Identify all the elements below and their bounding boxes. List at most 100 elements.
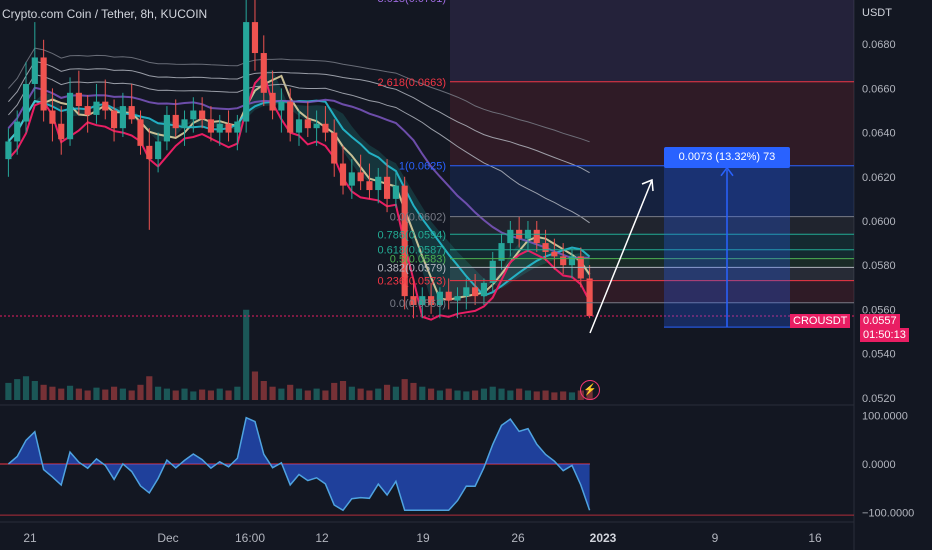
candle-body xyxy=(155,141,162,160)
candlestick-series xyxy=(0,0,854,319)
time-axis[interactable]: 21 Dec 16:00 12 19 26 2023 9 16 xyxy=(23,531,822,545)
lightning-icon[interactable]: ⚡ xyxy=(580,380,600,400)
candle-body xyxy=(322,123,329,133)
volume-bar xyxy=(445,388,452,400)
price-tick-label: 0.0660 xyxy=(862,83,896,95)
volume-bar xyxy=(489,386,496,400)
candle-body xyxy=(366,181,373,191)
volume-bar xyxy=(480,388,488,400)
volume-bar xyxy=(155,386,162,400)
volume-bar xyxy=(410,382,417,400)
price-tick-label: 0.0580 xyxy=(862,260,896,272)
candle-body xyxy=(207,119,215,133)
volume-bar xyxy=(22,376,30,400)
volume-bar xyxy=(516,388,523,400)
volume-bar xyxy=(560,391,567,400)
osc-tick-label: −100.0000 xyxy=(862,508,914,520)
price-tick-label: 0.0600 xyxy=(862,216,896,228)
candle-body xyxy=(199,110,206,120)
fib-zone xyxy=(450,267,854,281)
volume-bar xyxy=(428,388,435,400)
price-tick-label: 0.0620 xyxy=(862,172,896,184)
candle-body xyxy=(22,83,30,122)
candle-body xyxy=(454,296,461,301)
fib-zone xyxy=(450,249,854,259)
price-tick-label: 0.0640 xyxy=(862,128,896,140)
fib-level-label: 0.618(0.0587) xyxy=(378,245,447,257)
volume-bar xyxy=(366,390,373,400)
volume-bar xyxy=(551,392,558,400)
volume-bar xyxy=(331,382,338,400)
candle-body xyxy=(348,172,355,186)
candle-body xyxy=(533,229,540,244)
candle-body xyxy=(146,145,153,160)
candle-body xyxy=(383,176,391,199)
volume-bar xyxy=(119,388,126,400)
candle-body xyxy=(419,296,426,305)
volume-bar xyxy=(533,391,540,400)
volume-bar xyxy=(568,392,576,400)
volume-bar xyxy=(49,386,56,400)
candle-body xyxy=(480,282,488,297)
candle-body xyxy=(357,172,364,182)
candle-body xyxy=(428,296,435,305)
price-measure-tool[interactable] xyxy=(589,165,790,334)
candle-body xyxy=(551,251,558,257)
time-tick-label: 9 xyxy=(712,531,719,545)
volume-bar xyxy=(243,309,250,400)
candle-body xyxy=(260,53,267,93)
time-tick-label: 2023 xyxy=(590,531,617,545)
candle-body xyxy=(163,114,170,142)
price-tick-label: 0.0520 xyxy=(862,393,896,405)
candle-body xyxy=(445,291,452,301)
volume-bar xyxy=(383,384,391,400)
volume-bar xyxy=(199,389,206,400)
candle-body xyxy=(40,57,47,111)
candle-body xyxy=(5,141,12,160)
fib-level-label: 0.236(0.0573) xyxy=(378,276,447,288)
volume-bar xyxy=(190,391,197,400)
candle-body xyxy=(489,260,496,283)
candle-body xyxy=(586,278,593,317)
candle-body xyxy=(102,101,109,111)
candle-body xyxy=(568,256,576,266)
volume-bar xyxy=(357,388,364,400)
volume-bar xyxy=(524,390,532,400)
moving-average-line xyxy=(8,47,590,143)
volume-bar xyxy=(498,388,505,400)
symbol-tag: CROUSDT xyxy=(790,314,851,328)
volume-bar xyxy=(93,387,100,400)
candle-body xyxy=(31,57,38,84)
candle-body xyxy=(181,119,188,129)
volume-bar xyxy=(348,386,355,400)
time-tick-label: 16 xyxy=(808,531,822,545)
volume-bar xyxy=(31,381,38,400)
chart-title: Crypto.com Coin / Tether, 8h, KUCOIN xyxy=(2,7,208,21)
cloud-fill xyxy=(8,69,590,301)
volume-bar xyxy=(507,390,514,400)
volume-bar xyxy=(75,388,82,400)
osc-tick-label: 100.0000 xyxy=(862,410,908,422)
candle-body xyxy=(251,22,259,54)
candle-body xyxy=(93,101,100,115)
volume-bar xyxy=(137,384,144,400)
fib-level-label: 1(0.0625) xyxy=(399,161,446,173)
candle-body xyxy=(436,291,443,305)
fib-zone xyxy=(450,258,854,268)
price-axis[interactable]: 0.0680 0.0660 0.0640 0.0620 0.0600 0.0580 0.05… xyxy=(862,39,896,405)
candle-body xyxy=(49,110,56,124)
candle-body xyxy=(392,185,399,199)
candle-body xyxy=(75,92,82,107)
candle-body xyxy=(304,119,311,129)
fib-level-label: 0.5(0.0583) xyxy=(390,254,446,266)
time-tick-label: 26 xyxy=(511,531,525,545)
volume-bar xyxy=(419,386,426,400)
candle-body xyxy=(463,287,470,297)
volume-bar xyxy=(436,390,443,400)
price-tick-label: 0.0560 xyxy=(862,304,896,316)
volume-bar xyxy=(58,388,65,400)
volume-bar xyxy=(128,390,135,400)
candle-body xyxy=(401,185,408,297)
volume-bar xyxy=(260,381,267,400)
